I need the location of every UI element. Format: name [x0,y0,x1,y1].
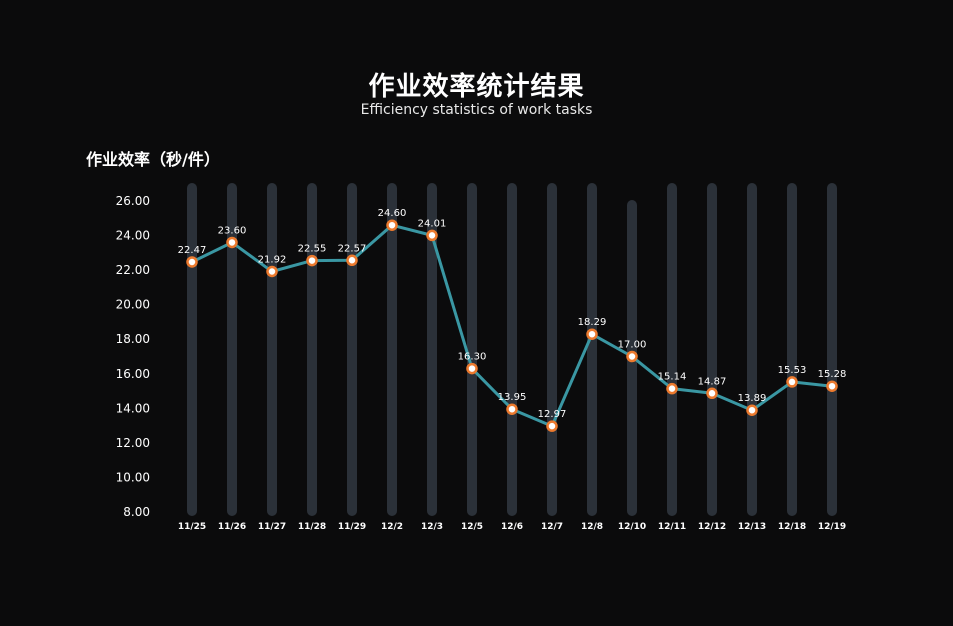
column-12-19 [827,183,837,516]
x-tick-label: 11/28 [298,522,326,532]
column-11-29 [347,183,357,516]
data-label: 22.57 [338,243,367,254]
x-tick-label: 12/8 [581,522,603,532]
x-tick-label: 12/13 [738,522,766,532]
data-label: 18.29 [578,317,607,328]
data-label: 24.01 [418,218,447,229]
data-label: 24.60 [378,208,407,219]
column-11-27 [267,183,277,516]
data-point-12-5 [466,362,478,375]
data-point-12-13 [746,404,758,416]
x-tick-label: 12/3 [421,522,443,532]
column-12-2 [387,183,397,516]
y-tick-label: 16.00 [116,367,150,381]
x-tick-label: 12/12 [698,522,726,532]
data-label: 16.30 [458,352,487,363]
data-point-12-19 [826,380,838,392]
data-point-11-28 [306,254,318,267]
data-point-12-7 [546,420,558,432]
column-11-25 [187,183,197,516]
data-point-11-27 [266,265,278,278]
data-label: 23.60 [218,225,247,236]
column-12-18 [787,183,797,516]
data-label: 22.47 [178,245,207,256]
data-label: 22.55 [298,244,327,255]
y-axis-ticks: 8.00 10.00 12.00 14.00 16.00 18.00 20.00 22.00 2… [116,194,150,519]
data-label: 15.28 [818,369,847,380]
column-11-28 [307,183,317,516]
x-tick-label: 12/7 [541,522,563,532]
y-tick-label: 8.00 [123,505,150,519]
x-tick-label: 12/19 [818,522,846,532]
data-point-12-11 [666,382,678,395]
data-label: 13.89 [738,393,767,404]
data-labels: 22.47 23.60 21.92 22.55 22.57 24.60 24.01 16.30… [178,208,847,420]
x-tick-label: 12/6 [501,522,523,532]
column-12-6 [507,183,517,516]
background-columns [187,183,837,516]
column-12-5 [467,183,477,516]
column-12-8 [587,183,597,516]
data-point-11-26 [226,236,238,249]
data-point-11-29 [346,254,358,267]
data-label: 14.87 [698,376,727,387]
x-tick-label: 12/10 [618,522,646,532]
y-tick-label: 22.00 [116,263,150,277]
chart-subtitle: Efficiency statistics of work tasks [360,102,593,118]
data-label: 21.92 [258,254,287,265]
x-tick-label: 11/26 [218,522,246,532]
y-tick-label: 26.00 [116,194,150,208]
data-point-12-18 [786,376,798,388]
y-tick-label: 14.00 [116,401,150,415]
column-12-12 [707,183,717,516]
x-tick-label: 11/29 [338,522,366,532]
data-label: 12.97 [538,409,567,420]
column-12-7 [547,183,557,516]
data-point-12-10 [626,350,638,363]
data-point-12-12 [706,387,718,400]
data-label: 15.14 [658,372,687,383]
y-tick-label: 18.00 [116,332,150,346]
y-tick-label: 12.00 [116,436,150,450]
data-label: 13.95 [498,392,527,403]
x-tick-label: 12/5 [461,522,483,532]
x-axis-ticks: 11/25 11/26 11/27 11/28 11/29 12/2 12/3 12/5 12/… [178,522,846,532]
data-point-12-8 [586,328,598,340]
x-tick-label: 12/11 [658,522,686,532]
x-tick-label: 12/18 [778,522,806,532]
column-12-3 [427,183,437,516]
column-12-11 [667,183,677,516]
y-tick-label: 10.00 [116,470,150,484]
data-point-12-6 [506,403,518,415]
column-11-26 [227,183,237,516]
y-tick-label: 20.00 [116,298,150,312]
data-points [186,219,838,432]
chart-title: 作业效率统计结果 [368,72,585,102]
data-label: 15.53 [778,365,807,376]
data-point-12-3 [426,229,438,242]
x-tick-label: 11/25 [178,522,206,532]
x-tick-label: 11/27 [258,522,286,532]
y-axis-label: 作业效率（秒/件） [86,150,220,169]
y-tick-label: 24.00 [116,229,150,243]
data-point-12-2 [386,219,398,231]
x-tick-label: 12/2 [381,522,403,532]
column-12-13 [747,183,757,516]
data-label: 17.00 [618,340,647,351]
data-point-11-25 [186,256,198,268]
